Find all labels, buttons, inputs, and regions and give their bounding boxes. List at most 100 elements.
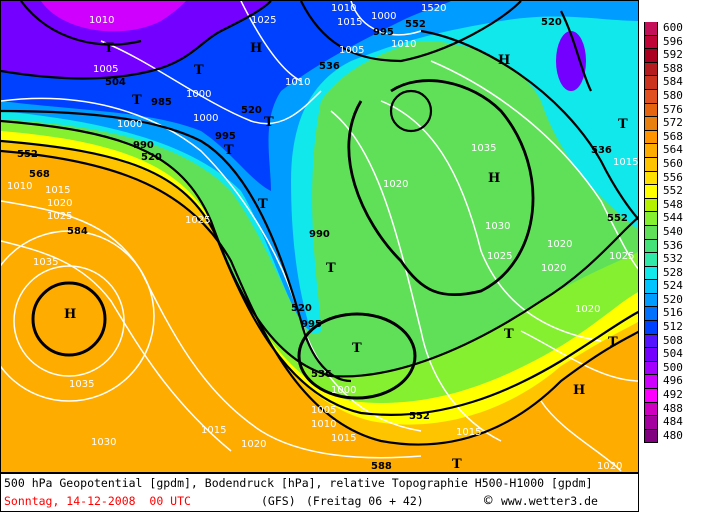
isobar-label: 1030: [91, 437, 116, 448]
low-pressure-marker: T: [104, 41, 114, 56]
legend-swatch: [644, 293, 658, 308]
legend-row: 520: [644, 292, 704, 308]
legend-label: 600: [663, 21, 683, 34]
contour-label: 995: [301, 319, 322, 330]
isobar-label: 1005: [93, 64, 118, 75]
contour-label: 985: [151, 97, 172, 108]
isobar-label: 1010: [285, 77, 310, 88]
legend-swatch: [644, 375, 658, 390]
isobar-label: 1020: [597, 461, 622, 472]
contour-label: 520: [141, 152, 162, 163]
legend-label: 588: [663, 61, 683, 75]
legend-label: 576: [663, 102, 683, 116]
legend-swatch: [644, 89, 658, 104]
high-pressure-marker: H: [250, 41, 262, 56]
legend-row: 540: [644, 224, 704, 240]
legend-label: 596: [663, 34, 683, 48]
isobar-label: 1000: [186, 89, 211, 100]
legend-swatch: [644, 348, 658, 362]
contour-label: 520: [291, 303, 312, 314]
legend-row: 588: [644, 61, 704, 77]
legend-label: 552: [663, 184, 683, 198]
legend-swatch: [644, 117, 658, 131]
contour-label: 995: [215, 131, 236, 142]
legend-swatch: [644, 198, 658, 213]
legend-swatch: [644, 402, 658, 417]
legend-row: 600: [644, 22, 704, 36]
legend-row: 508: [644, 333, 704, 349]
legend-row: 516: [644, 307, 704, 322]
isobar-label: 1035: [69, 379, 94, 390]
legend-label: 544: [663, 211, 683, 225]
isobar-label: 1020: [47, 198, 72, 209]
legend-label: 520: [663, 292, 683, 306]
legend-label: 572: [663, 116, 683, 130]
isobar-label: 1015: [201, 425, 226, 436]
legend-label: 592: [663, 48, 683, 62]
legend-row: 584: [644, 76, 704, 90]
contour-label: 568: [29, 169, 50, 180]
legend-row: 524: [644, 280, 704, 294]
legend-swatch: [644, 253, 658, 267]
contour-label: 536: [319, 61, 340, 72]
geopotential-contours: [1, 1, 638, 446]
legend-label: 500: [663, 360, 683, 374]
low-pressure-marker: T: [258, 197, 268, 212]
isobar-label: 1020: [547, 239, 572, 250]
legend-swatch: [644, 416, 658, 430]
high-pressure-marker: H: [64, 307, 76, 322]
legend-label: 540: [663, 224, 683, 238]
legend-label: 556: [663, 170, 683, 184]
isobar-label: 1025: [609, 251, 634, 262]
isobar-label: 1000: [193, 113, 218, 124]
isobar-label: 1015: [331, 433, 356, 444]
legend-swatch: [644, 35, 658, 50]
contour-label: 995: [373, 27, 394, 38]
legend-swatch: [644, 76, 658, 90]
legend-swatch: [644, 49, 658, 63]
contour-label: 552: [17, 149, 38, 160]
legend-swatch: [644, 239, 658, 254]
isobar-label: 1035: [471, 143, 496, 154]
legend-row: 532: [644, 253, 704, 267]
legend-swatch: [644, 171, 658, 186]
map-labels: H H H H H T T T T T T T T T T T T 1010 1005 504 1000 990 985 52…: [7, 3, 638, 472]
legend-row: 596: [644, 34, 704, 50]
legend-label: 528: [663, 265, 683, 279]
color-legend: 600 596 592 588 584 580 576 572 568 564 560 556 552 5…: [644, 22, 704, 444]
legend-row: 564: [644, 144, 704, 158]
legend-row: 548: [644, 198, 704, 213]
legend-swatch: [644, 212, 658, 226]
isobar-label: 1015: [613, 157, 638, 168]
isobar-label: 1000: [371, 11, 396, 22]
isobar-label: 1005: [311, 405, 336, 416]
contour-label: 584: [67, 226, 88, 237]
isobar-label: 1020: [541, 263, 566, 274]
legend-row: 576: [644, 102, 704, 118]
legend-swatch: [644, 361, 658, 376]
model-name: (GFS): [261, 494, 296, 508]
low-pressure-marker: T: [608, 335, 618, 350]
legend-row: 480: [644, 429, 704, 444]
model-run: (Freitag 06 + 42): [306, 494, 424, 508]
legend-label: 488: [663, 401, 683, 415]
isobar-label: 1010: [391, 39, 416, 50]
isobar-label: 1010: [89, 15, 114, 26]
legend-swatch: [644, 266, 658, 281]
legend-label: 536: [663, 238, 683, 252]
legend-swatch: [644, 280, 658, 294]
isobar-label: 1025: [487, 251, 512, 262]
legend-swatch: [644, 22, 658, 36]
legend-label: 580: [663, 88, 683, 102]
legend-label: 508: [663, 333, 683, 347]
website-link[interactable]: www.wetter3.de: [501, 494, 598, 508]
contour-label: 520: [541, 17, 562, 28]
contour-label: 990: [133, 140, 154, 151]
legend-row: 500: [644, 360, 704, 376]
legend-row: 496: [644, 375, 704, 390]
legend-row: 504: [644, 348, 704, 362]
isobar-label: 1020: [241, 439, 266, 450]
weather-map: H H H H H T T T T T T T T T T T T 1010 1005 504 1000 990 985 52…: [0, 0, 639, 473]
isobar-label: 1035: [33, 257, 58, 268]
low-pressure-marker: T: [352, 341, 362, 356]
